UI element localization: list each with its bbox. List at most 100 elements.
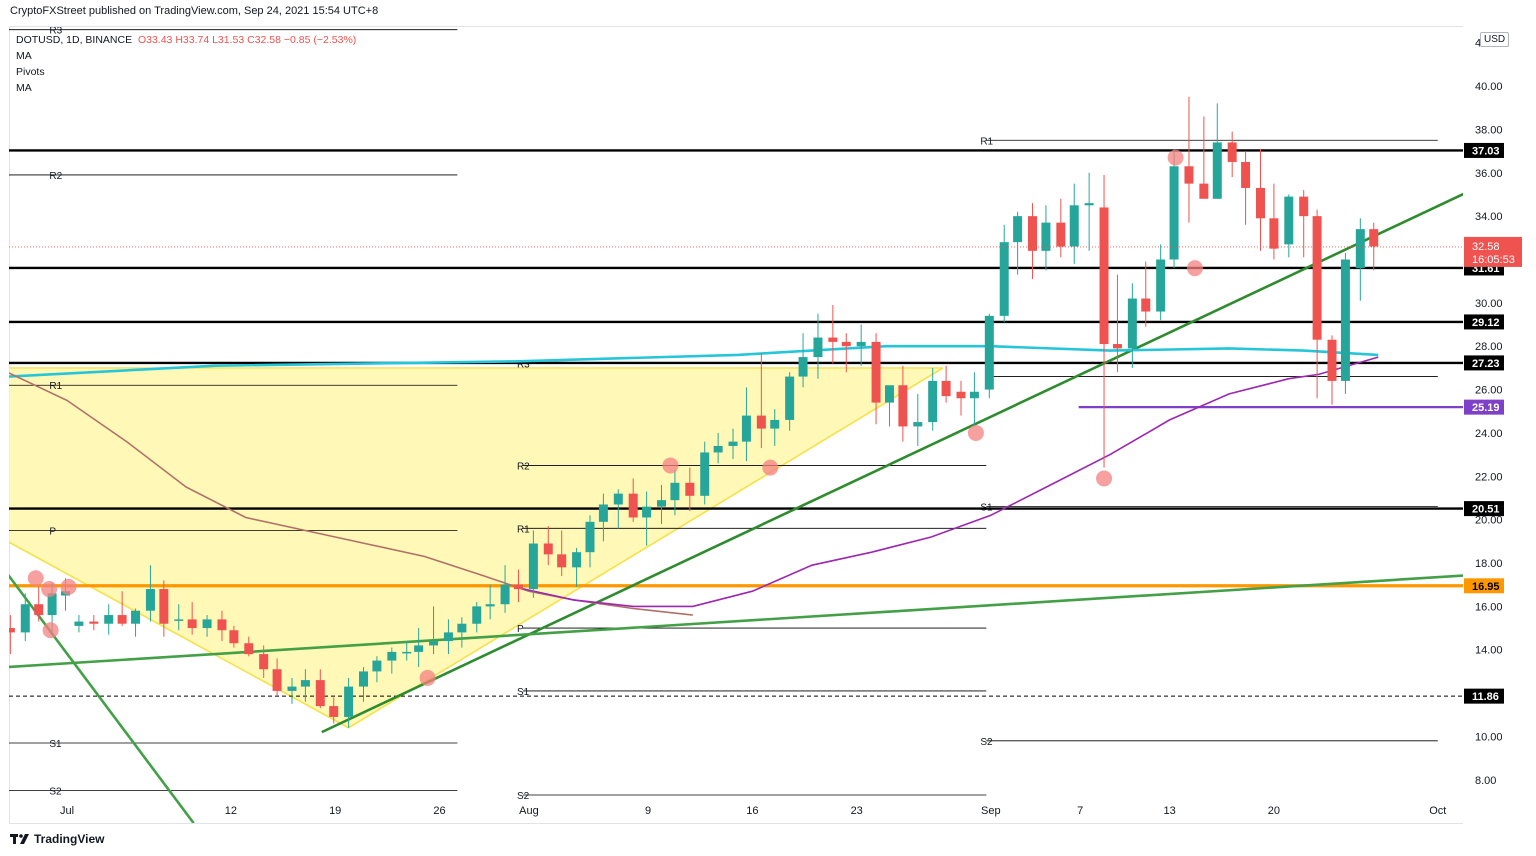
candle-body-up (1127, 298, 1137, 349)
candle-body-down (1199, 183, 1209, 199)
candle-body-up (47, 593, 57, 616)
candle-body-down (217, 619, 227, 631)
swing-marker (60, 578, 77, 595)
candle-body-down (1227, 142, 1237, 162)
x-tick-label: 9 (645, 805, 651, 817)
last-price-label: 32.58 (1472, 241, 1500, 253)
indicator-ma-2[interactable]: MA (16, 82, 32, 94)
candle-body-up (104, 615, 114, 624)
swing-marker (41, 581, 58, 598)
pivot-label: R1 (49, 381, 62, 392)
candle-body-down (9, 628, 15, 633)
candle-body-up (457, 623, 467, 633)
pivot-label: P (517, 624, 524, 635)
candle-body-down (557, 554, 567, 568)
symbol-label[interactable]: DOTUSD, 1D, BINANCE (16, 34, 133, 46)
candle-body-down (244, 643, 254, 655)
candle-body-up (770, 419, 780, 429)
candle-body-up (798, 357, 808, 377)
candle-body-up (500, 584, 510, 605)
candle-body-down (756, 415, 766, 429)
candle-body-up (20, 604, 30, 633)
x-tick-label: 12 (225, 805, 237, 817)
level-badge (1464, 142, 1504, 158)
candle-body-up (174, 619, 184, 621)
tradingview-footer[interactable]: TradingView (10, 832, 104, 846)
countdown-label: 16:05:53 (1472, 254, 1515, 266)
y-tick-label: 10.00 (1475, 731, 1503, 743)
candle-body-up (1284, 196, 1294, 245)
level-badge-label: 11.86 (1472, 691, 1499, 703)
candle-body-up (713, 445, 723, 453)
x-tick-label: Sep (981, 805, 1001, 817)
y-tick-label: 36.00 (1475, 168, 1503, 180)
candle-body-up (700, 452, 710, 496)
candle-body-up (969, 391, 979, 399)
rising-wedge-fill (9, 367, 944, 728)
candle-body-up (387, 651, 397, 661)
candle-body-up (287, 686, 297, 691)
x-tick-label: Jul (60, 805, 74, 817)
candle-body-up (359, 671, 369, 687)
pivot-label: S1 (49, 739, 62, 750)
y-tick-label: 26.00 (1475, 385, 1503, 397)
ohlc-values: O33.43 H33.74 L31.53 C32.58 −0.85 (−2.53… (137, 34, 357, 46)
candle-body-up (300, 680, 310, 687)
candle-body-up (202, 619, 212, 629)
candle-body-up (344, 686, 354, 717)
x-tick-label: 26 (433, 805, 445, 817)
level-badge (1464, 501, 1504, 517)
candle-body-down (315, 680, 325, 707)
candle-body-up (598, 504, 608, 522)
pivot-label: R3 (49, 26, 62, 37)
level-badge-label: 37.03 (1472, 145, 1500, 157)
swing-marker (967, 424, 984, 441)
x-tick-label: 20 (1268, 805, 1280, 817)
candle-body-up (1084, 203, 1094, 206)
currency-badge[interactable]: USD (1480, 32, 1510, 47)
candle-body-down (1269, 218, 1279, 249)
indicator-ma-1[interactable]: MA (16, 50, 32, 62)
y-tick-label: 38.00 (1475, 124, 1503, 136)
swing-marker (1167, 149, 1184, 166)
candle-body-up (1041, 222, 1051, 251)
candle-body-down (229, 630, 239, 644)
y-tick-label: 34.00 (1475, 211, 1503, 223)
candle-body-up (485, 604, 495, 607)
candle-body-up (657, 500, 667, 507)
x-tick-label: Oct (1429, 805, 1446, 817)
x-tick-label: 16 (746, 805, 758, 817)
candle-body-up (131, 610, 141, 624)
candle-body-up (741, 415, 751, 442)
pivot-label: P (49, 527, 56, 538)
candle-body-down (1028, 216, 1038, 251)
swing-marker (42, 622, 59, 639)
x-tick-label: 19 (329, 805, 341, 817)
level-badge (1464, 578, 1504, 594)
candle-body-down (272, 669, 282, 691)
candle-body-up (443, 632, 453, 642)
candle-body-down (1369, 229, 1379, 247)
candle-body-up (1340, 259, 1350, 381)
candle-body-down (543, 543, 553, 555)
candle-body-up (813, 337, 823, 358)
candle-body-down (956, 391, 966, 399)
y-tick-label: 18.00 (1475, 558, 1503, 570)
brand-label: TradingView (34, 832, 105, 846)
candle-body-up (999, 242, 1009, 316)
candle-body-up (402, 651, 412, 654)
y-tick-label: 8.00 (1475, 775, 1496, 787)
ma-long-line (9, 344, 1379, 378)
candle-body-up (472, 606, 482, 624)
candle-body-down (1299, 196, 1309, 217)
indicator-pivots[interactable]: Pivots (16, 66, 45, 78)
plot-area: R3R2R1PS1S2R3R2R1PS1S2R1S1S2 (9, 26, 1463, 823)
candle-body-down (871, 341, 881, 403)
candle-body-up (728, 441, 738, 446)
candle-body-up (414, 645, 424, 652)
candle-body-up (1013, 216, 1023, 243)
candle-body-down (513, 584, 523, 590)
candle-body-up (928, 380, 938, 423)
y-tick-label: 28.00 (1475, 341, 1503, 353)
